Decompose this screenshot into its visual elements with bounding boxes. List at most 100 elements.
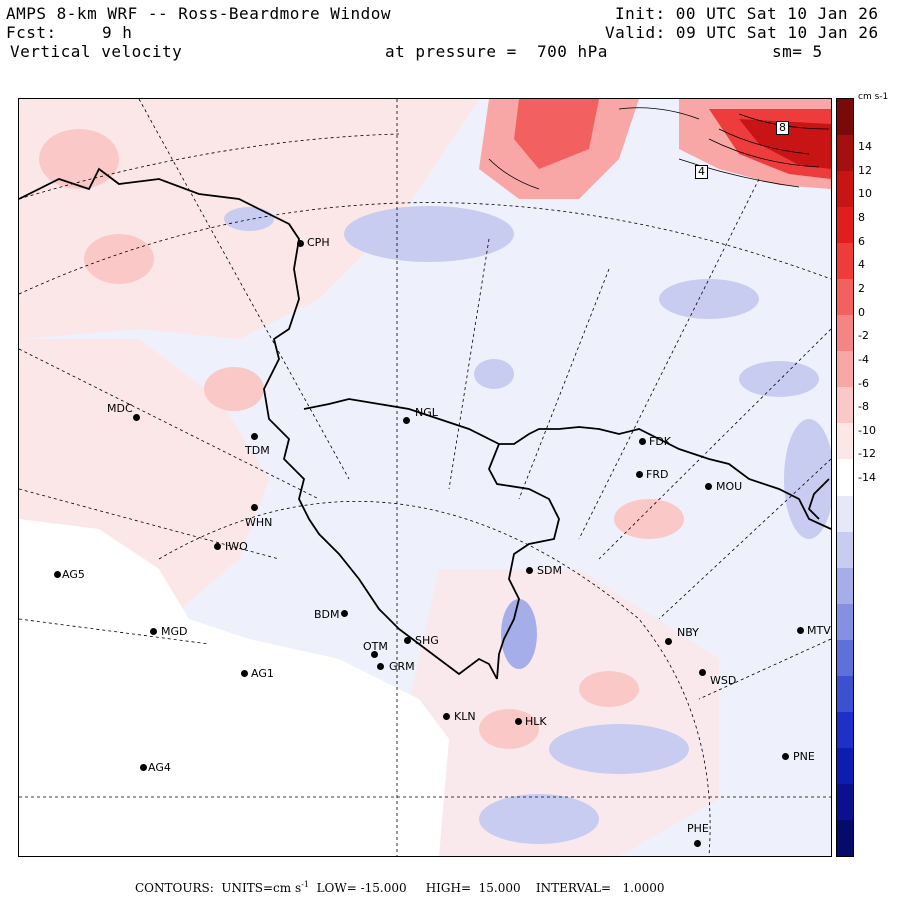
station-marker[interactable] bbox=[443, 713, 450, 720]
station-marker[interactable] bbox=[515, 718, 522, 725]
station-label: MDC bbox=[107, 402, 133, 415]
colorbar-segment bbox=[837, 423, 853, 460]
station-marker[interactable] bbox=[782, 753, 789, 760]
station-marker[interactable] bbox=[54, 571, 61, 578]
colorbar-segment bbox=[837, 603, 853, 641]
colorbar-tick-label: 6 bbox=[858, 234, 865, 248]
colorbar-segment bbox=[837, 783, 853, 821]
colorbar-units: cm s-1 bbox=[858, 92, 889, 102]
colorbar-tick-label: -6 bbox=[858, 376, 869, 390]
field-name: Vertical velocity bbox=[10, 42, 183, 61]
init-time: Init: 00 UTC Sat 10 Jan 26 bbox=[615, 4, 879, 23]
map-panel: CPH NGL MDC TDM WHN IWO AG5 MGD BDM OTM … bbox=[18, 98, 832, 857]
colorbar-segment bbox=[837, 171, 853, 208]
station-label: WSD bbox=[710, 674, 737, 687]
chart-title: AMPS 8-km WRF -- Ross-Beardmore Window bbox=[6, 4, 392, 23]
forecast-label: Fcst: bbox=[6, 23, 57, 42]
station-marker[interactable] bbox=[526, 567, 533, 574]
colorbar-tick-label: 12 bbox=[858, 163, 872, 177]
station-marker[interactable] bbox=[251, 504, 258, 511]
colorbar-tick-label: -14 bbox=[858, 471, 876, 485]
station-label: AG5 bbox=[62, 568, 85, 581]
station-label: FRD bbox=[646, 468, 669, 481]
station-label: GRM bbox=[389, 660, 415, 673]
colorbar-segment bbox=[837, 315, 853, 352]
footer-units-sup: -1 bbox=[301, 880, 309, 889]
colorbar-tick-label: -2 bbox=[858, 329, 869, 343]
colorbar-segment bbox=[837, 279, 853, 316]
footer-interval: INTERVAL= 1.0000 bbox=[535, 881, 665, 895]
station-marker[interactable] bbox=[636, 471, 643, 478]
station-label: PNE bbox=[793, 750, 815, 763]
station-marker[interactable] bbox=[404, 637, 411, 644]
colorbar-tick-label: 14 bbox=[858, 140, 872, 153]
station-marker[interactable] bbox=[371, 651, 378, 658]
colorbar-tick-label: -10 bbox=[858, 423, 876, 437]
station-marker[interactable] bbox=[403, 417, 410, 424]
colorbar-segment bbox=[837, 207, 853, 244]
station-label: SDM bbox=[537, 564, 562, 577]
station-label: HLK bbox=[525, 715, 547, 728]
colorbar-segment bbox=[837, 675, 853, 713]
station-marker[interactable] bbox=[241, 670, 248, 677]
station-label: FDK bbox=[649, 435, 672, 448]
station-label: PHE bbox=[687, 822, 709, 835]
colorbar-segment bbox=[837, 531, 853, 569]
colorbar-segment bbox=[837, 387, 853, 424]
colorbar-segment bbox=[837, 135, 853, 172]
valid-time: Valid: 09 UTC Sat 10 Jan 26 bbox=[605, 23, 879, 42]
station-marker[interactable] bbox=[150, 628, 157, 635]
footer-low: LOW= -15.000 bbox=[316, 881, 407, 895]
colorbar bbox=[836, 98, 854, 857]
colorbar-tick-label: -4 bbox=[858, 352, 869, 366]
colorbar-segment bbox=[837, 747, 853, 785]
station-label: WHN bbox=[245, 516, 273, 529]
station-label: SHG bbox=[415, 634, 439, 647]
station-label: IWO bbox=[225, 540, 248, 553]
colorbar-segment bbox=[837, 819, 853, 857]
station-label: MGD bbox=[161, 625, 188, 638]
station-label: KLN bbox=[454, 710, 476, 723]
station-label: AG1 bbox=[251, 667, 274, 680]
station-marker[interactable] bbox=[140, 764, 147, 771]
station-marker[interactable] bbox=[251, 433, 258, 440]
smoothing-value: sm= 5 bbox=[772, 42, 823, 61]
footer-units: UNITS=cm s bbox=[221, 881, 302, 895]
station-marker[interactable] bbox=[341, 610, 348, 617]
footer-contours: CONTOURS: UNITS=cm s-1 LOW= -15.000 HIGH… bbox=[135, 880, 665, 895]
colorbar-segment bbox=[837, 711, 853, 749]
station-label: CPH bbox=[307, 236, 330, 249]
colorbar-segment bbox=[837, 351, 853, 388]
pressure-level: at pressure = 700 hPa bbox=[385, 42, 608, 61]
colorbar-tick-label: 4 bbox=[858, 258, 865, 272]
station-label: TDM bbox=[245, 444, 270, 457]
colorbar-segment bbox=[837, 243, 853, 280]
station-marker[interactable] bbox=[797, 627, 804, 634]
station-marker[interactable] bbox=[699, 669, 706, 676]
station-label: AG4 bbox=[148, 761, 171, 774]
contour-label: 4 bbox=[695, 165, 708, 179]
colorbar-tick-label: 0 bbox=[858, 305, 865, 319]
colorbar-segment bbox=[837, 495, 853, 533]
vertical-velocity-field bbox=[19, 99, 831, 856]
station-marker[interactable] bbox=[377, 663, 384, 670]
footer-high: HIGH= 15.000 bbox=[425, 881, 521, 895]
colorbar-segment bbox=[837, 99, 853, 136]
station-marker[interactable] bbox=[639, 438, 646, 445]
station-label: MTV bbox=[807, 624, 831, 637]
station-marker[interactable] bbox=[214, 543, 221, 550]
station-marker[interactable] bbox=[705, 483, 712, 490]
station-marker[interactable] bbox=[297, 240, 304, 247]
colorbar-segment bbox=[837, 459, 853, 497]
footer-contours-label: CONTOURS: bbox=[135, 881, 214, 895]
station-marker[interactable] bbox=[694, 840, 701, 847]
colorbar-tick-label: -8 bbox=[858, 400, 869, 414]
station-label: MOU bbox=[716, 480, 743, 493]
colorbar-tick-label: 8 bbox=[858, 210, 865, 224]
station-label: NBY bbox=[677, 626, 699, 639]
station-marker[interactable] bbox=[133, 414, 140, 421]
station-marker[interactable] bbox=[665, 638, 672, 645]
colorbar-tick-label: -12 bbox=[858, 447, 876, 461]
forecast-hour: 9 h bbox=[102, 23, 133, 42]
colorbar-tick-label: 2 bbox=[858, 281, 865, 295]
